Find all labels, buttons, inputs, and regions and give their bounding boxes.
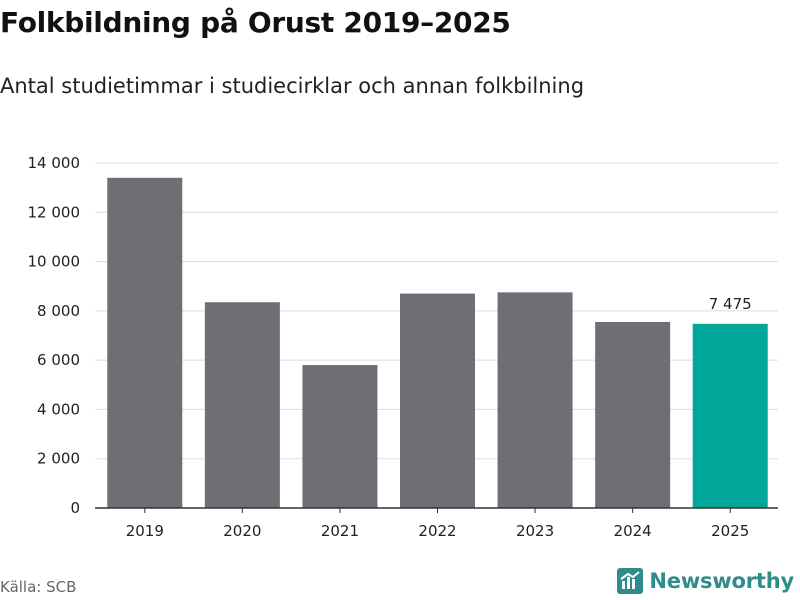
bar-2022[interactable] [400,293,475,508]
bar-2020[interactable] [204,302,280,508]
y-tick-label: 2 000 [37,450,80,468]
bars [107,177,768,509]
y-tick-label: 0 [70,499,80,517]
bar-chart: 0 2 000 4 000 6 000 8 000 10 000 12 000 14 000 2… [28,154,778,540]
bar-2019[interactable] [107,177,183,509]
data-label-2025: 7 475 [709,295,752,313]
brand-name: Newsworthy [649,569,794,593]
chart-subtitle: Antal studietimmar i studiecirklar och a… [0,74,585,98]
x-tick-label: 2023 [516,522,554,540]
source-note: Källa: SCB [0,578,77,596]
x-tick-label: 2019 [126,522,164,540]
bar-2023[interactable] [497,292,573,508]
bar-2021[interactable] [302,365,378,508]
axes [95,507,778,513]
newsworthy-logo-icon [617,568,644,594]
x-tick-label: 2024 [614,522,652,540]
y-tick-label: 8 000 [37,302,80,320]
brand-logo[interactable]: Newsworthy [617,568,794,594]
x-tick-label: 2020 [223,522,261,540]
bar-2025[interactable] [692,323,768,508]
y-tick-label: 10 000 [28,253,81,271]
x-tick-label: 2022 [418,522,456,540]
y-tick-label: 4 000 [37,400,80,418]
y-tick-label: 14 000 [28,154,81,172]
bar-2024[interactable] [595,321,671,508]
chart-title: Folkbildning på Orust 2019–2025 [0,6,511,39]
x-tick-label: 2021 [321,522,359,540]
x-tick-label: 2025 [711,522,749,540]
y-tick-label: 6 000 [37,351,80,369]
labels: 0 2 000 4 000 6 000 8 000 10 000 12 000 14 000 2… [28,154,752,540]
y-tick-label: 12 000 [28,203,81,221]
